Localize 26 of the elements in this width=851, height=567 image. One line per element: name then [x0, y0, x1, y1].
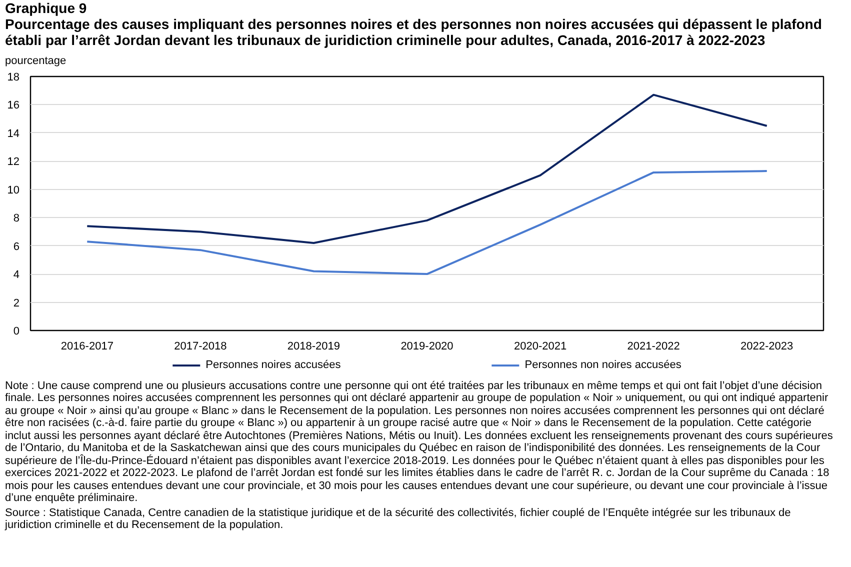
legend-label: Personnes non noires accusées — [524, 358, 682, 371]
y-tick-label: 12 — [7, 156, 20, 168]
chart-subtitle: Pourcentage des causes impliquant des personnes noires et des personnes non noires accusées qui dépassent le plafond établi par l’arrêt Jordan devant les tribunaux de juridiction criminelle pour adultes, Canada, 2016-2017 à 2022-2023 — [5, 16, 823, 48]
x-tick-label: 2022-2023 — [740, 340, 794, 352]
y-tick-label: 2 — [13, 296, 20, 309]
x-tick-label: 2021-2022 — [627, 340, 680, 352]
y-tick-label: 18 — [7, 71, 20, 84]
y-tick-label: 10 — [7, 184, 20, 196]
y-tick-label: 16 — [7, 99, 20, 112]
line-series — [86, 94, 768, 244]
line-series — [86, 170, 768, 275]
x-tick-label: 2019-2020 — [400, 340, 454, 352]
text: Note : Une cause comprend une ou plusieurs accusations contre une personne qui ont été traitées par les tribunaux en même temps et qui ont fait l’objet d’une décision finale. Les personnes noires accusées comprennent les personnes qui ont déclaré appartenir au groupe de population « Noir » uniquement, ou qui ont indiqué appartenir au groupe « Noir » ainsi qu’au groupe « Blanc » dans le Recensement de la population. Les personnes non noires accusées comprennent les personnes qui ont déclaré être non racisées (c.-à-d. faire partie du groupe « Blanc ») ou appartenir à un groupe racisé autre que « Noir » dans le Recensement de la population. Cette catégorie inclut aussi les personnes ayant déclaré être Autochtones (Premières Nations, Métis ou Inuit). Les données excluent les renseignements provenant des cours supérieures de l’Ontario, du Manitoba et de la Saskatchewan ainsi que des cours municipales du Québec en raison de l’indisponibilité des données. Les renseignements de la Cour supérieure de l’Île-du-Prince-Édouard n’étaient pas disponibles avant l’exercice 2018-2019. Les données pour le Québec n’étaient quant à elles pas disponibles pour les exercices 2021-2022 et 2022-2023. Le plafond de l’arrêt Jordan est fondé sur les limites établies dans le cadre de l’arrêt R. c. Jordan de la Cour suprême du Canada : 18 mois pour les causes entendues devant une cour provinciale, et 30 mois pour les causes entendues devant une cour supérieure, ou devant une cour provinciale à l’issue d’une enquête préliminaire. — [5, 380, 833, 504]
x-tick-label: 2017-2018 — [174, 340, 227, 352]
x-tick-label: 2018-2019 — [287, 340, 340, 352]
y-tick-label: 4 — [13, 268, 20, 281]
y-axis-title: pourcentage — [5, 54, 66, 69]
source-note: Source : Statistique Canada, Centre canadien de la statistique juridique et de la sécurité des collectivités, fichier couplé de l’Enquête intégrée sur les tribunaux de juridiction criminelle et du Recensement de la population. — [5, 506, 792, 532]
x-tick-label: 2020-2021 — [514, 340, 567, 352]
y-tick-label: 14 — [7, 128, 20, 140]
x-tick-label: 2016-2017 — [60, 340, 114, 352]
chart-title: Graphique 9 — [5, 0, 87, 16]
y-tick-label: 0 — [13, 325, 20, 338]
legend-label: Personnes noires accusées — [206, 358, 341, 371]
y-tick-label: 6 — [13, 240, 20, 253]
y-tick-label: 8 — [13, 212, 20, 224]
